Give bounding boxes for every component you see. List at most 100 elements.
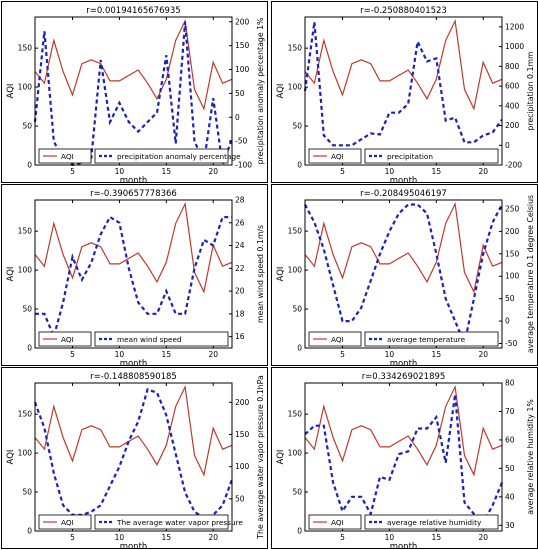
series-line-aqi	[34, 384, 233, 477]
x-tick-label: 10	[115, 167, 125, 176]
x-tick-label: 20	[478, 350, 488, 359]
y2-tick-label: 60	[505, 435, 515, 444]
y2-tick-label: 400	[505, 101, 520, 110]
x-tick-label: 5	[340, 533, 345, 542]
chart-svg: r=-0.250880401523 5 10 15 20 month 0 50 100 150 AQ…	[276, 6, 535, 184]
chart-panel: r=-0.208495046197 5 10 15 20 month 0 50 100 150 AQ…	[271, 184, 538, 367]
y-tick-label: 100	[288, 83, 303, 92]
x-axis-label: month	[390, 359, 418, 367]
x-tick-label: 15	[162, 350, 172, 359]
y2-tick-label: 50	[505, 464, 515, 473]
x-tick-label: 5	[70, 350, 75, 359]
x-tick-label: 20	[208, 533, 218, 542]
legend-label: average temperature	[387, 335, 466, 344]
x-tick-label: 5	[340, 167, 345, 176]
x-tick-label: 10	[385, 533, 395, 542]
plot-frame	[34, 199, 233, 349]
chart-panel: r=0.334269021895 5 10 15 20 month 0 50 100 150 AQI…	[271, 367, 538, 550]
legend-box	[38, 331, 92, 347]
chart-title: r=-0.208495046197	[360, 189, 447, 199]
legend-box	[94, 148, 229, 164]
x-tick-label: 5	[340, 350, 345, 359]
plot-frame	[34, 16, 233, 166]
y-tick-label: 50	[292, 122, 302, 131]
y-tick-label: 0	[27, 161, 32, 170]
chart-panel: r=-0.250880401523 5 10 15 20 month 0 50 100 150 AQ…	[271, 1, 538, 184]
y2-tick-label: 100	[235, 462, 250, 471]
chart-title: r=0.334269021895	[362, 372, 446, 382]
series-line-aqi	[304, 201, 503, 294]
x-axis-label: month	[120, 542, 148, 550]
y2-tick-label: 100	[235, 65, 250, 74]
y2-tick-label: 50	[235, 89, 245, 98]
series-line-secondary	[304, 203, 503, 348]
x-axis-label: month	[390, 542, 418, 550]
y-tick-label: 50	[22, 488, 32, 497]
legend-box	[94, 331, 229, 347]
y-tick-label: 150	[288, 410, 303, 419]
y2-tick-label: 26	[235, 218, 245, 227]
x-tick-label: 10	[385, 167, 395, 176]
legend-box	[38, 514, 92, 530]
y2-tick-label: 150	[235, 430, 250, 439]
y2-tick-label: 16	[235, 332, 245, 341]
x-tick-label: 10	[115, 533, 125, 542]
chart-svg: r=-0.208495046197 5 10 15 20 month 0 50 100 150 AQ…	[276, 189, 535, 367]
y-tick-label: 0	[297, 344, 302, 353]
y2-axis-label: mean wind speed 0.1m/s	[256, 225, 265, 323]
chart-panel: r=0.00194165676935 5 10 15 20 month 0 50 100 150 A…	[1, 1, 268, 184]
y2-tick-label: 50	[235, 494, 245, 503]
plot-frame	[304, 382, 503, 532]
legend: AQI average relative humidity	[308, 514, 499, 530]
y-axis-label: AQI	[276, 450, 286, 465]
legend-label: The average water vapor pressure	[116, 518, 243, 527]
y-axis-label: AQI	[6, 84, 16, 99]
legend-box	[38, 148, 92, 164]
chart-title: r=0.00194165676935	[86, 6, 180, 16]
y2-tick-label: 150	[505, 249, 520, 258]
y2-tick-label: -50	[505, 339, 517, 348]
y-tick-label: 150	[18, 410, 33, 419]
y2-tick-label: 24	[235, 241, 245, 250]
y2-tick-label: 150	[235, 41, 250, 50]
series-line-aqi	[34, 201, 233, 294]
y-tick-label: 0	[27, 344, 32, 353]
y2-axis-label: The average water vapor pressure 0.1hPa	[256, 375, 265, 540]
y-tick-label: 150	[18, 227, 33, 236]
y2-tick-label: 18	[235, 309, 245, 318]
series-line-secondary	[304, 394, 504, 525]
chart-svg: r=0.00194165676935 5 10 15 20 month 0 50 100 150 A…	[6, 6, 265, 184]
x-tick-label: 15	[432, 167, 442, 176]
x-tick-label: 15	[432, 533, 442, 542]
y-axis-label: AQI	[276, 84, 286, 99]
y-axis-label: AQI	[6, 450, 16, 465]
y-axis-label: AQI	[6, 267, 16, 282]
series-line-secondary	[35, 215, 232, 341]
y2-tick-label: 200	[505, 227, 520, 236]
y2-tick-label: 20	[235, 287, 245, 296]
x-axis-label: month	[390, 176, 418, 184]
chart-title: r=-0.250880401523	[360, 6, 447, 16]
y2-tick-label: 600	[505, 82, 520, 91]
x-tick-label: 15	[432, 350, 442, 359]
plot-frame	[34, 382, 233, 532]
y2-axis-label: average temperature 0.1 degree Celsius	[526, 195, 535, 353]
y2-axis-label: precipitation anomaly percentage 1%	[256, 18, 265, 165]
series-line-aqi	[304, 384, 503, 477]
legend: AQI precipitation anomaly percentage	[38, 148, 241, 164]
chart-svg: r=-0.148808590185 5 10 15 20 month 0 50 100 150 AQ…	[6, 372, 265, 550]
chart-panel: r=-0.148808590185 5 10 15 20 month 0 50 100 150 AQ…	[1, 367, 268, 550]
y2-tick-label: 28	[235, 196, 245, 205]
legend: AQI The average water vapor pressure	[38, 514, 243, 530]
x-tick-label: 10	[115, 350, 125, 359]
chart-title: r=-0.148808590185	[90, 372, 177, 382]
y-tick-label: 0	[297, 527, 302, 536]
legend-label: mean wind speed	[117, 335, 182, 344]
chart-svg: r=-0.390657778366 5 10 15 20 month 0 50 100 150 AQ…	[6, 189, 265, 367]
y2-tick-label: 80	[505, 379, 515, 388]
x-axis-label: month	[120, 359, 148, 367]
y2-tick-label: 0	[235, 113, 240, 122]
legend-label: AQI	[61, 152, 74, 161]
plot-frame	[304, 199, 503, 349]
series-line-aqi	[34, 18, 233, 111]
